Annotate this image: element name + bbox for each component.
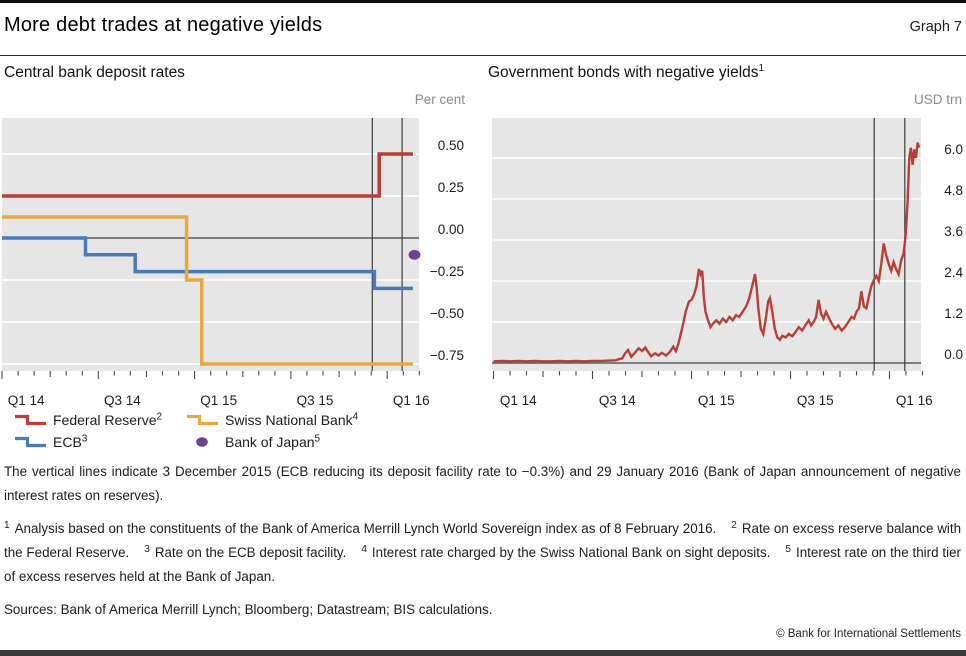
y-tick-label: 0.0 xyxy=(944,347,963,362)
legend-item-bank-of-japan: Bank of Japan5 xyxy=(186,434,320,450)
footnote-2: 2 Rate on excess reserve balance with the… xyxy=(4,519,962,560)
negative-yield-bonds-chart: 6.0 4.8 3.6 2.4 1.2 0.0 Q1 14 Q3 14 Q1 15 Q3 15 Q1… xyxy=(486,112,966,412)
footnote-5: 5 Interest rate on the third tier of exce… xyxy=(4,543,961,584)
footnote-4: 4 Interest rate charged by the Swiss Nati… xyxy=(361,543,771,560)
copyright-notice: © Bank for International Settlements xyxy=(776,628,961,640)
legend-label: ECB3 xyxy=(53,433,88,450)
right-panel-title-text: Government bonds with negative yields xyxy=(488,64,759,81)
right-axis-unit-label: USD trn xyxy=(913,92,962,107)
y-tick-label: 0.25 xyxy=(438,180,464,195)
y-tick-label: 4.8 xyxy=(944,183,963,198)
y-tick-label: 6.0 xyxy=(944,142,963,157)
footnote-1: 1 Analysis based on the constituents of t… xyxy=(4,519,717,536)
legend-label: Federal Reserve2 xyxy=(53,411,163,428)
y-tick-label: 0.50 xyxy=(438,138,464,153)
deposit-rates-plot: 0.50 0.25 0.00 −0.25 −0.50 −0.75 Q1 14 Q3 14 Q1 … xyxy=(1,118,464,408)
right-panel-title: Government bonds with negative yields1 xyxy=(488,62,765,82)
top-rule-bar xyxy=(0,0,966,3)
ecb-line xyxy=(2,236,413,291)
left-axis-unit-label: Per cent xyxy=(414,92,465,107)
x-tick-label: Q3 14 xyxy=(599,393,636,408)
right-panel-title-footnote-marker: 1 xyxy=(758,62,765,74)
swiss-national-bank-line xyxy=(2,215,413,366)
step-line-symbol-blue xyxy=(15,436,46,448)
y-tick-label: −0.50 xyxy=(430,306,464,321)
step-line-symbol-red xyxy=(15,414,46,426)
graph-number-label: Graph 7 xyxy=(909,19,962,35)
y-tick-label: 1.2 xyxy=(944,306,963,321)
y-tick-label: 0.00 xyxy=(438,222,464,237)
legend-label: Swiss National Bank4 xyxy=(225,411,359,428)
negative-yield-bonds-plot: 6.0 4.8 3.6 2.4 1.2 0.0 Q1 14 Q3 14 Q1 15 Q3 15 Q1… xyxy=(492,118,963,408)
x-tick-label: Q1 16 xyxy=(896,393,933,408)
y-tick-label: −0.25 xyxy=(430,264,464,279)
x-tick-label: Q1 14 xyxy=(8,393,45,408)
dot-symbol-purple xyxy=(196,437,208,447)
sources-line: Sources: Bank of America Merrill Lynch; … xyxy=(4,602,493,617)
federal-reserve-line xyxy=(2,152,413,198)
x-tick-label: Q3 15 xyxy=(797,393,834,408)
bank-of-japan-marker xyxy=(408,249,421,260)
bottom-rule-bar xyxy=(0,650,966,656)
legend-row: ECB3 Bank of Japan5 xyxy=(0,431,480,453)
legend-item-federal-reserve: Federal Reserve2 xyxy=(14,412,186,428)
negative-yielding-government-bonds-line xyxy=(493,142,921,363)
legend-item-swiss-national-bank: Swiss National Bank4 xyxy=(186,412,358,428)
deposit-rates-chart: 0.50 0.25 0.00 −0.25 −0.50 −0.75 Q1 14 Q3 14 Q1 … xyxy=(0,112,480,412)
x-tick-label: Q1 16 xyxy=(393,393,430,408)
legend-item-ecb: ECB3 xyxy=(14,434,186,450)
x-tick-label: Q1 14 xyxy=(500,393,537,408)
legend: Federal Reserve2 Swiss National Bank4 EC… xyxy=(0,409,480,453)
y-tick-label: −0.75 xyxy=(430,348,464,363)
x-tick-label: Q1 15 xyxy=(698,393,735,408)
y-tick-label: 2.4 xyxy=(944,265,963,280)
x-tick-label: Q3 15 xyxy=(297,393,334,408)
step-line-symbol-orange xyxy=(187,414,218,426)
page-title: More debt trades at negative yields xyxy=(4,14,323,36)
y-tick-label: 3.6 xyxy=(944,224,963,239)
x-tick-label: Q3 14 xyxy=(104,393,141,408)
x-tick-label: Q1 15 xyxy=(200,393,237,408)
title-row: More debt trades at negative yields Grap… xyxy=(4,14,962,37)
footnotes: 1 Analysis based on the constituents of t… xyxy=(4,517,961,589)
vertical-lines-note: The vertical lines indicate 3 December 2… xyxy=(4,464,961,503)
footnote-3: 3 Rate on the ECB deposit facility. xyxy=(144,543,347,560)
plot-area xyxy=(492,118,921,371)
legend-label: Bank of Japan5 xyxy=(225,433,321,450)
legend-row: Federal Reserve2 Swiss National Bank4 xyxy=(0,409,480,431)
title-divider xyxy=(0,55,966,56)
left-panel-title: Central bank deposit rates xyxy=(4,64,185,82)
plot-area xyxy=(2,118,419,371)
left-panel-title-text: Central bank deposit rates xyxy=(4,64,185,81)
